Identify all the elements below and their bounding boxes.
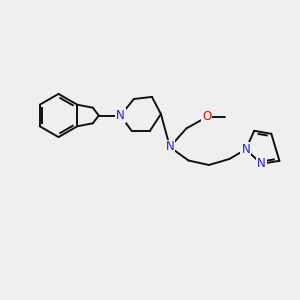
- Text: N: N: [116, 109, 125, 122]
- Text: O: O: [202, 110, 212, 124]
- Text: N: N: [242, 143, 250, 156]
- Text: N: N: [166, 140, 174, 154]
- Text: N: N: [257, 157, 266, 170]
